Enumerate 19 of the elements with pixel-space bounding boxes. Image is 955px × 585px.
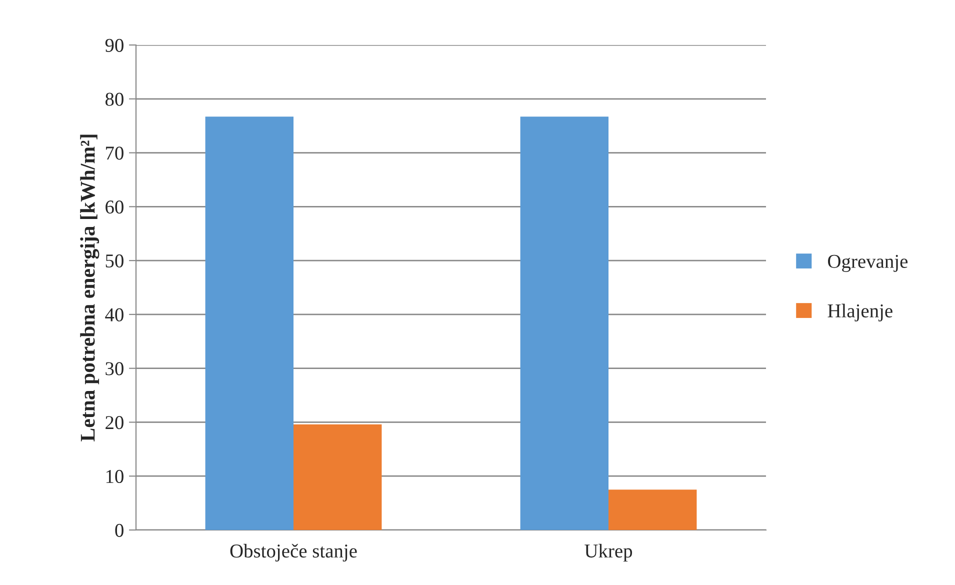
y-tick-label: 40 xyxy=(105,308,124,322)
x-tick-label: Obstoječe stanje xyxy=(230,544,357,562)
y-tick-label: 50 xyxy=(106,254,124,268)
y-tick-label: 80 xyxy=(105,92,124,106)
y-axis-title: Letna potrebna energija [kWh/m²] xyxy=(80,134,100,442)
y-tick-label: 0 xyxy=(115,524,124,537)
x-tick-label: Ukrep xyxy=(584,544,632,562)
y-tick-label: 10 xyxy=(106,470,124,484)
bar xyxy=(294,424,382,530)
legend-label: Hlajenje xyxy=(828,304,892,322)
bar xyxy=(520,116,608,530)
y-tick-label: 60 xyxy=(106,200,124,214)
bar xyxy=(608,490,697,530)
y-tick-label: 70 xyxy=(106,146,124,160)
legend-label: Ogrevanje xyxy=(828,254,908,272)
bar xyxy=(205,116,294,530)
y-tick-label: 90 xyxy=(105,38,124,52)
y-tick-label: 30 xyxy=(106,362,124,376)
y-tick-label: 20 xyxy=(106,416,124,430)
